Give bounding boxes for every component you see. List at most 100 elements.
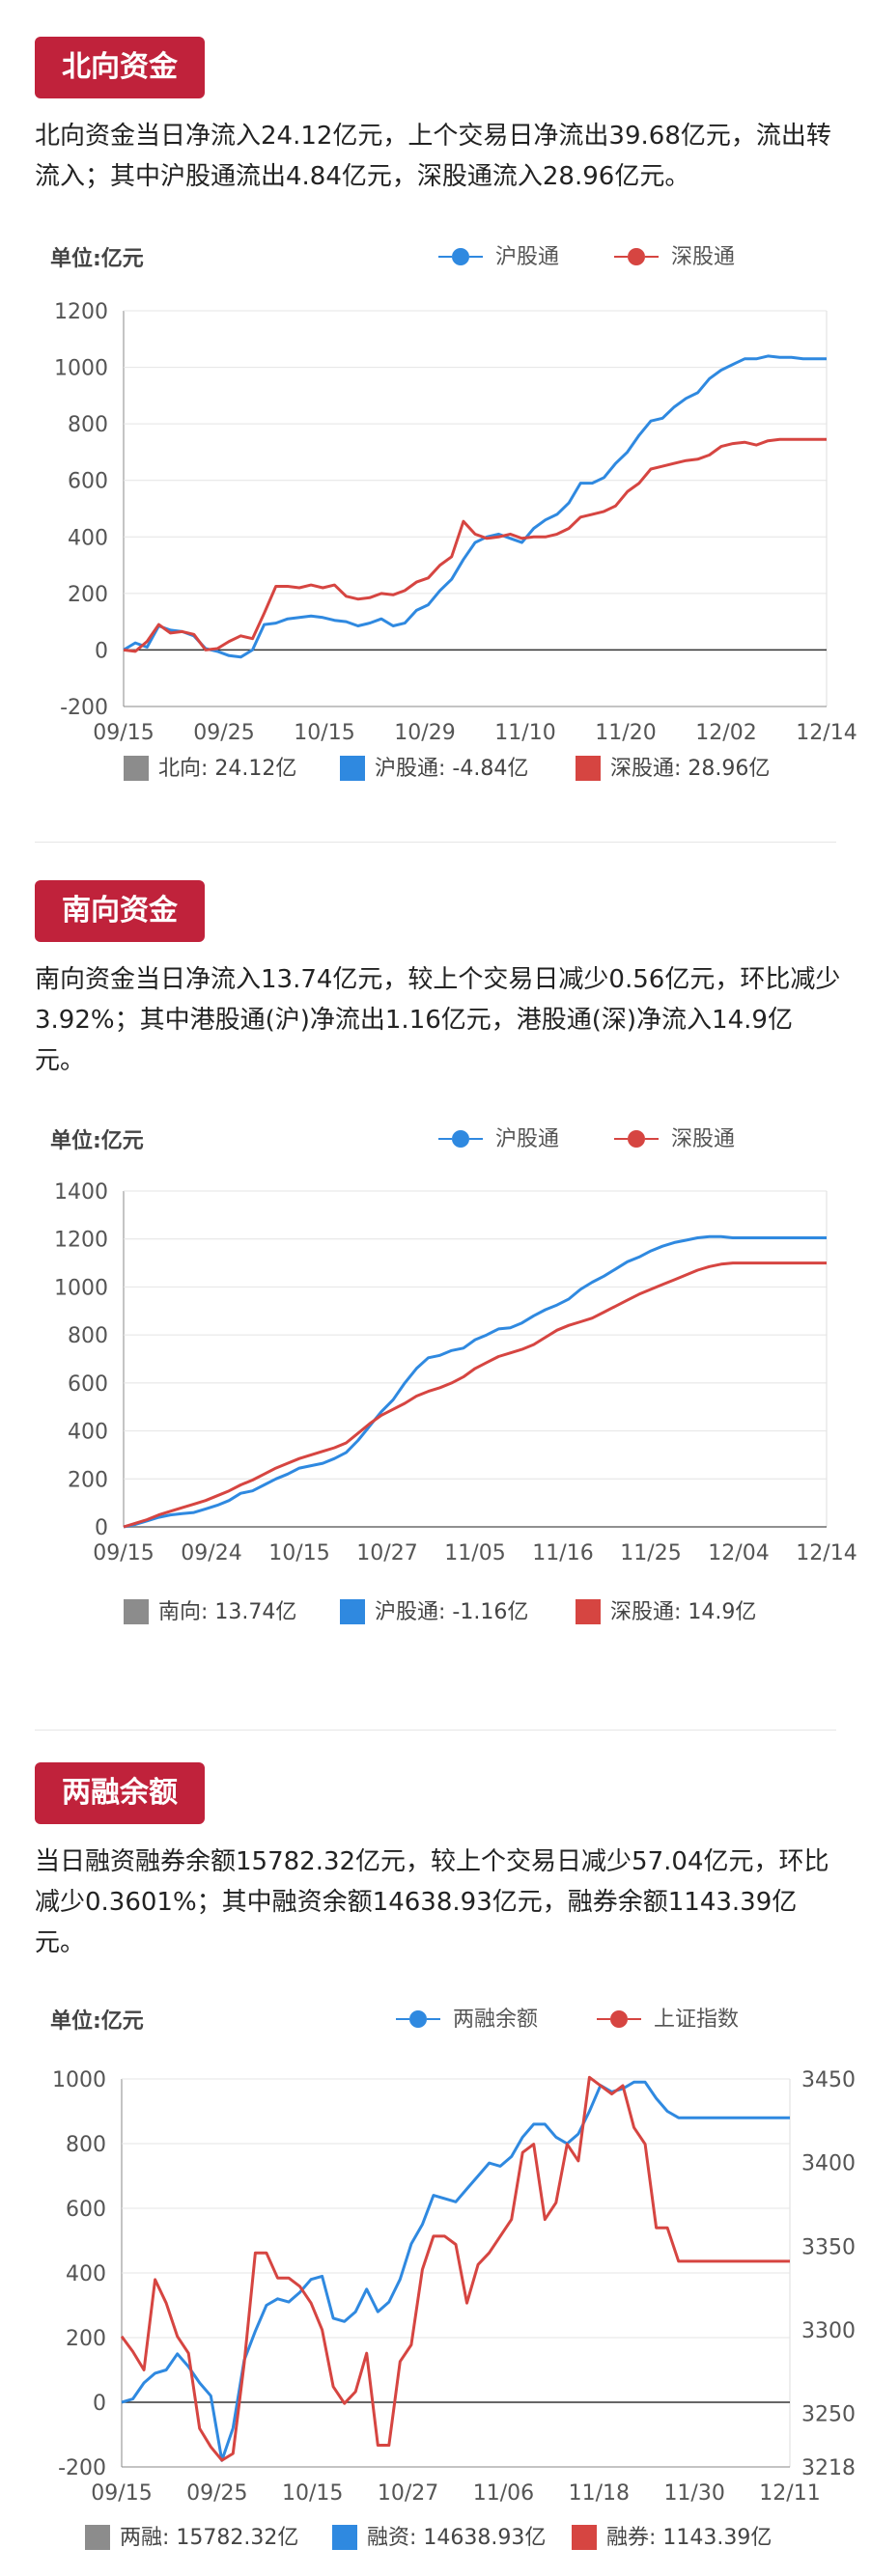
series-line-main (123, 354, 827, 659)
legend-dot-icon (597, 2010, 641, 2028)
legend-dot-icon (614, 248, 659, 265)
south-legend-sh[interactable]: 沪股通 (438, 1122, 559, 1152)
legend-square-icon (340, 1599, 365, 1624)
y2-tick-label: 3350 (801, 2235, 856, 2259)
divider (35, 842, 836, 843)
x-tick-label: 11/18 (569, 2481, 630, 2506)
south-line-chart: 0 200 400 600 800 1000 1200 1400 09/15 09/24 10/15… (54, 1180, 857, 1565)
margin-unit-label: 单位:亿元 (50, 2009, 144, 2034)
x-tick-label: 10/15 (268, 1541, 329, 1565)
x-tick-label: 09/24 (181, 1541, 241, 1565)
y-tick-label: 200 (66, 2327, 106, 2351)
margin-legend-index[interactable]: 上证指数 (597, 2002, 739, 2033)
x-tick-label: 10/29 (394, 721, 455, 745)
margin-bottom-legend-financing: 融资: 14638.93亿 (332, 2520, 546, 2551)
x-tick-label: 10/27 (378, 2481, 438, 2506)
x-tick-label: 09/15 (93, 721, 154, 745)
north-line-chart: -200 0 200 400 600 800 1000 1200 09/15 09/25 10/15… (54, 300, 857, 745)
y-tick-label: 200 (68, 1468, 108, 1492)
south-legend-sz[interactable]: 深股通 (614, 1122, 735, 1152)
margin-chart: 单位:亿元 两融余额 上证指数 -200 0 200 400 600 800 1000 09/… (0, 1994, 871, 2573)
legend-square-icon (576, 1599, 601, 1624)
y-tick-label: 1200 (54, 1229, 108, 1253)
series-line-index (120, 2075, 790, 2462)
north-bottom-legend-total: 北向: 24.12亿 (124, 751, 296, 782)
y-tick-label: 800 (68, 413, 108, 437)
north-badge: 北向资金 (35, 37, 205, 98)
y-tick-label: 800 (68, 1324, 108, 1348)
y-tick-label: 400 (68, 1421, 108, 1445)
x-tick-label: 10/15 (294, 721, 354, 745)
x-tick-label: 10/15 (282, 2481, 343, 2506)
x-tick-label: 12/14 (796, 1541, 857, 1565)
y-tick-label: -200 (60, 696, 108, 720)
south-summary: 南向资金当日净流入13.74亿元，较上个交易日减少0.56亿元，环比减少3.92… (35, 965, 841, 1075)
x-tick-label: 09/15 (93, 1541, 154, 1565)
y-tick-label: 0 (95, 1516, 108, 1540)
x-tick-label: 11/30 (663, 2481, 724, 2506)
y-tick-label: 1200 (54, 300, 108, 324)
y-tick-label: 0 (93, 2392, 106, 2416)
y-tick-label: 800 (66, 2133, 106, 2157)
x-tick-label: 12/02 (695, 721, 756, 745)
margin-line-chart: -200 0 200 400 600 800 1000 09/15 09/25 10/15 10/2… (52, 2068, 856, 2506)
margin-bottom-legend-short: 融券: 1143.39亿 (572, 2520, 772, 2551)
x-tick-label: 12/11 (759, 2481, 820, 2506)
x-tick-label: 11/06 (473, 2481, 534, 2506)
y2-tick-label: 3400 (801, 2152, 856, 2176)
south-bottom-legend-sh: 沪股通: -1.16亿 (340, 1594, 528, 1625)
legend-square-icon (124, 1599, 149, 1624)
y2-tick-label: 3300 (801, 2319, 856, 2343)
north-summary: 北向资金当日净流入24.12亿元，上个交易日净流出39.68亿元，流出转流入；其… (35, 122, 831, 191)
y2-tick-label: 3450 (801, 2068, 856, 2092)
y-tick-label: 600 (68, 470, 108, 494)
y-tick-label: 600 (66, 2198, 106, 2222)
margin-summary: 当日融资融券余额15782.32亿元，较上个交易日减少57.04亿元，环比减少0… (35, 1847, 829, 1957)
series-line-main (123, 1234, 827, 1529)
legend-square-icon (332, 2525, 357, 2550)
north-bottom-legend-sz: 深股通: 28.96亿 (576, 751, 770, 782)
margin-badge: 两融余额 (35, 1762, 205, 1824)
north-legend-sz[interactable]: 深股通 (614, 239, 735, 270)
legend-square-icon (340, 756, 365, 781)
y-tick-label: -200 (58, 2456, 106, 2480)
legend-square-icon (572, 2525, 597, 2550)
margin-legend-total[interactable]: 两融余额 (396, 2002, 538, 2033)
south-unit-label: 单位:亿元 (50, 1129, 144, 1153)
legend-square-icon (85, 2525, 110, 2550)
x-tick-label: 11/10 (494, 721, 555, 745)
series-line-main (123, 1261, 827, 1529)
x-tick-label: 09/25 (186, 2481, 247, 2506)
x-tick-label: 09/15 (91, 2481, 152, 2506)
y-tick-label: 0 (95, 639, 108, 663)
legend-square-icon (124, 756, 149, 781)
y2-tick-label: 3250 (801, 2403, 856, 2427)
y-tick-label: 1000 (54, 1276, 108, 1300)
divider (35, 1730, 836, 1731)
x-tick-label: 09/25 (193, 721, 254, 745)
x-tick-label: 10/27 (356, 1541, 417, 1565)
legend-dot-icon (438, 1130, 483, 1148)
south-bottom-legend-total: 南向: 13.74亿 (124, 1594, 296, 1625)
y-tick-label: 400 (66, 2262, 106, 2286)
legend-dot-icon (396, 2010, 440, 2028)
south-bottom-legend-sz: 深股通: 14.9亿 (576, 1594, 756, 1625)
north-unit-label: 单位:亿元 (50, 247, 144, 271)
north-legend-sh[interactable]: 沪股通 (438, 239, 559, 270)
margin-bottom-legend-total: 两融: 15782.32亿 (85, 2520, 298, 2551)
y-tick-label: 400 (68, 526, 108, 550)
legend-dot-icon (614, 1130, 659, 1148)
x-tick-label: 11/20 (595, 721, 656, 745)
series-line-main (121, 2080, 790, 2462)
legend-square-icon (576, 756, 601, 781)
y-tick-label: 1000 (52, 2068, 106, 2092)
y-tick-label: 200 (68, 583, 108, 607)
legend-dot-icon (438, 248, 483, 265)
south-chart: 单位:亿元 沪股通 深股通 0 200 400 600 800 1000 1200 1400 0… (0, 1112, 871, 1691)
north-chart: 单位:亿元 沪股通 深股通 -200 0 200 400 600 800 1000 1200 0… (0, 232, 871, 811)
x-tick-label: 12/14 (796, 721, 857, 745)
y-tick-label: 1000 (54, 357, 108, 381)
x-tick-label: 11/16 (532, 1541, 593, 1565)
south-badge: 南向资金 (35, 880, 205, 942)
y-tick-label: 1400 (54, 1180, 108, 1205)
